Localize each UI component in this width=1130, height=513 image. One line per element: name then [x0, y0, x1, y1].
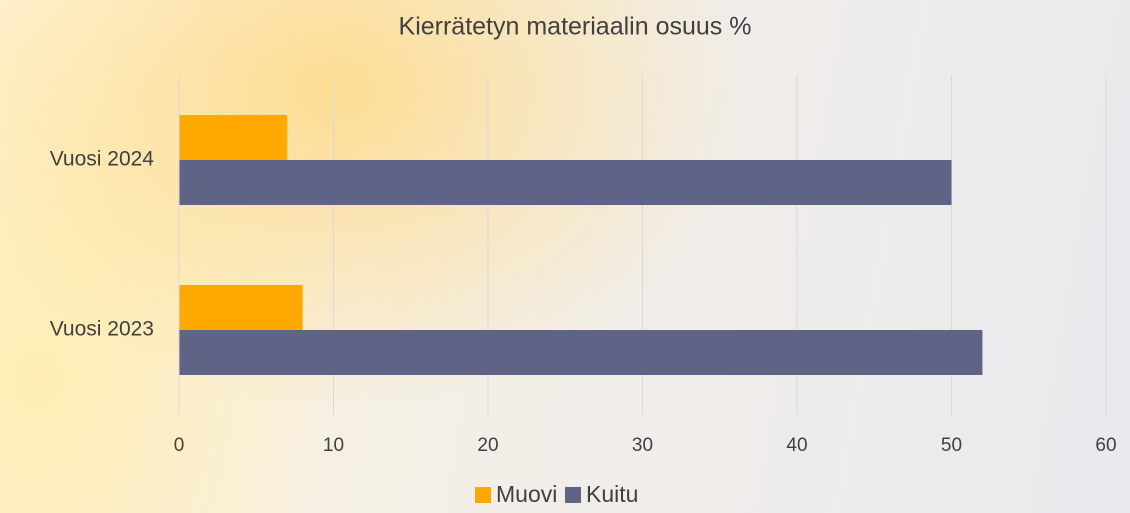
legend-swatch	[475, 487, 491, 503]
x-tick-label: 50	[941, 435, 962, 456]
x-tick-label: 0	[174, 435, 185, 456]
legend-label: Muovi	[496, 481, 557, 507]
x-tick-label: 40	[786, 435, 807, 456]
x-tick-label: 20	[477, 435, 498, 456]
bar	[179, 285, 303, 330]
chart-title: Kierrätetyn materiaalin osuus %	[399, 13, 752, 41]
legend-swatch	[565, 487, 581, 503]
x-tick-label: 10	[323, 435, 344, 456]
bar	[179, 115, 288, 160]
bar	[179, 330, 983, 375]
y-tick-label: Vuosi 2023	[50, 318, 154, 341]
y-tick-label: Vuosi 2024	[50, 148, 155, 171]
bar	[179, 160, 952, 205]
legend-label: Kuitu	[586, 481, 638, 507]
x-tick-label: 30	[632, 435, 653, 456]
x-tick-label: 60	[1095, 435, 1116, 456]
